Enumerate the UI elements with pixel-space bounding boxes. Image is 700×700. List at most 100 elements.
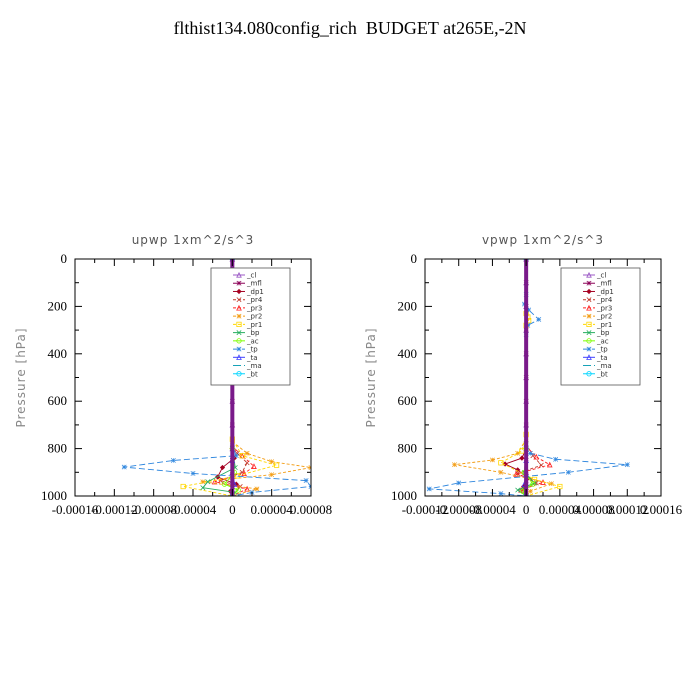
- panel-title: vpwp 1xm^2/s^3: [482, 233, 604, 247]
- y-tick-label: 800: [48, 441, 68, 456]
- legend-label: _pr1: [246, 321, 262, 329]
- data-point: [565, 469, 571, 475]
- x-tick-label: 0.00004: [539, 502, 582, 517]
- y-axis-label: Pressure [hPa]: [364, 327, 378, 427]
- legend-item: _pr4: [233, 296, 263, 304]
- x-tick-label: -0.00012: [402, 502, 449, 517]
- data-point: [513, 471, 519, 477]
- x-tick-label: 0.00008: [572, 502, 614, 517]
- data-point: [251, 463, 257, 469]
- legend-item: _mfl: [583, 280, 612, 288]
- legend-label: _ta: [246, 354, 258, 362]
- data-point: [498, 460, 504, 466]
- data-point: [489, 457, 495, 463]
- legend-label: _tp: [246, 346, 258, 354]
- y-tick-label: 1000: [391, 488, 417, 503]
- y-tick-label: 400: [398, 346, 418, 361]
- legend-marker: [586, 371, 592, 377]
- legend-marker: [236, 297, 242, 303]
- legend-item: _bp: [233, 329, 260, 337]
- legend-label: _ac: [246, 337, 259, 345]
- data-point: [553, 456, 559, 462]
- legend-label: _pr2: [246, 313, 262, 321]
- data-point: [536, 316, 542, 322]
- data-point: [244, 450, 250, 456]
- legend-marker: [586, 304, 592, 311]
- data-point: [235, 487, 241, 493]
- legend-marker: [236, 330, 242, 336]
- legend-label: _mfl: [596, 280, 612, 288]
- legend-marker: [586, 330, 592, 336]
- data-point: [200, 479, 206, 485]
- legend-item: _cl: [233, 272, 256, 280]
- data-point: [557, 483, 563, 490]
- data-point: [515, 487, 521, 493]
- legend-marker: [586, 280, 592, 286]
- x-tick-label: -0.00008: [435, 502, 482, 517]
- legend-item: _bt: [583, 370, 608, 378]
- legend-item: _ma: [583, 362, 612, 370]
- legend-label: _bp: [246, 329, 260, 337]
- data-point: [205, 479, 211, 485]
- legend-label: _dp1: [246, 288, 264, 296]
- y-tick-label: 0: [61, 251, 68, 266]
- data-point: [519, 455, 525, 461]
- data-point: [548, 481, 554, 487]
- data-point: [244, 485, 250, 492]
- x-tick-label: 0: [229, 502, 236, 517]
- legend-label: _ta: [596, 354, 608, 362]
- x-tick-label: 0.00012: [606, 502, 648, 517]
- data-point: [303, 478, 309, 484]
- data-point: [624, 462, 630, 468]
- legend-marker: [236, 371, 242, 377]
- plot-area: [426, 259, 630, 496]
- legend-item: _pr2: [233, 313, 262, 321]
- legend-item: _ac: [233, 337, 259, 345]
- legend-item: _ta: [583, 354, 608, 362]
- data-point: [190, 471, 196, 476]
- data-point: [530, 481, 536, 487]
- legend-box: [560, 267, 641, 386]
- legend-label: _ac: [596, 337, 609, 345]
- legend-item: _ta: [233, 354, 258, 362]
- x-tick-label: -0.00012: [91, 502, 138, 517]
- legend: _cl_mfl_dp1_pr4_pr3_pr2_pr1_bp_ac_tp_ta_…: [560, 267, 641, 386]
- series-line-pr2: [454, 438, 554, 496]
- legend-marker: [586, 288, 592, 295]
- data-point: [527, 450, 533, 456]
- data-point: [546, 461, 553, 468]
- legend-marker: [236, 321, 242, 327]
- legend-label: _pr1: [596, 321, 612, 329]
- legend-label: _pr3: [596, 304, 612, 312]
- figure-title: flthist134.080config_rich BUDGET at265E,…: [173, 18, 527, 38]
- data-point: [531, 476, 538, 483]
- data-point: [211, 478, 218, 485]
- legend-item: _bt: [233, 370, 258, 378]
- data-point: [533, 453, 540, 460]
- legend-marker: [236, 304, 242, 311]
- y-tick-label: 600: [48, 393, 68, 408]
- legend-marker: [586, 354, 592, 360]
- data-point: [502, 461, 508, 467]
- legend-marker: [586, 271, 592, 278]
- data-point: [219, 464, 226, 471]
- y-tick-label: 800: [398, 441, 418, 456]
- data-point: [527, 488, 533, 494]
- x-tick-label: -0.00016: [52, 502, 99, 517]
- data-point: [498, 491, 504, 496]
- x-tick-label: 0: [523, 502, 530, 517]
- legend-label: _cl: [596, 272, 606, 280]
- legend-label: _pr4: [246, 296, 263, 304]
- y-tick-label: 0: [411, 251, 418, 266]
- panel-title: upwp 1xm^2/s^3: [132, 233, 255, 247]
- legend-item: _tp: [583, 346, 608, 354]
- data-point: [269, 472, 275, 478]
- legend-marker: [586, 313, 592, 319]
- y-tick-label: 600: [398, 393, 418, 408]
- data-point: [221, 481, 228, 487]
- legend-label: _bt: [246, 370, 258, 378]
- data-point: [526, 307, 532, 313]
- legend-label: _bp: [596, 329, 610, 337]
- legend-marker: [586, 338, 592, 344]
- data-point: [515, 467, 521, 473]
